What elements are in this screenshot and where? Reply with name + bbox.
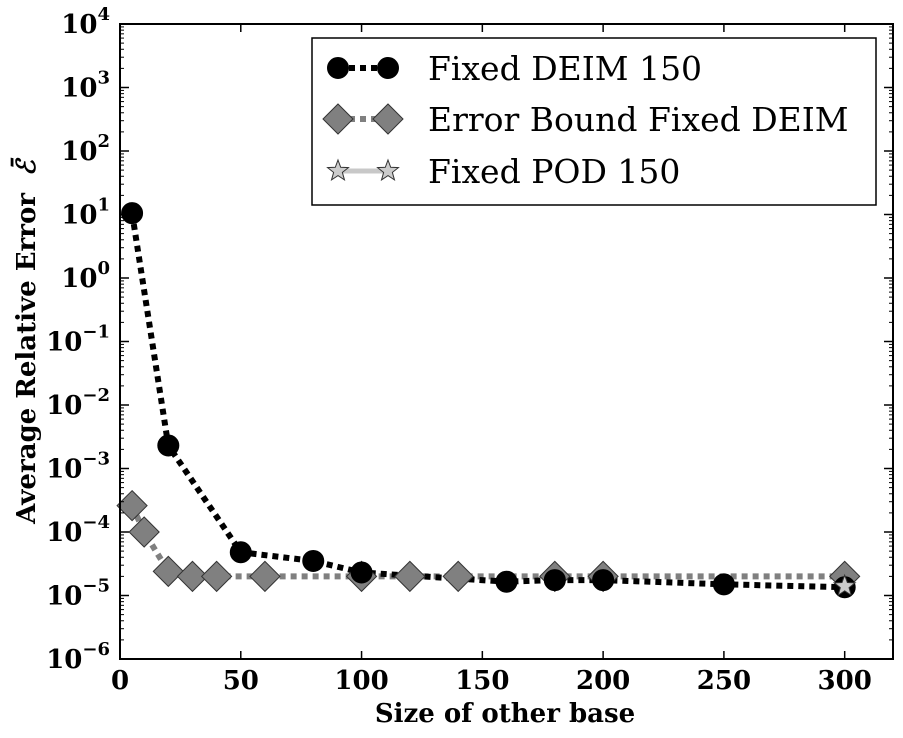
legend-label-error-bound: Error Bound Fixed DEIM (428, 100, 849, 139)
error-bound-point (176, 560, 209, 593)
x-tick-label: 250 (697, 666, 751, 696)
fixed-deim-point (350, 561, 373, 584)
y-tick-label-base: 10 (61, 10, 97, 40)
legend-marker-sample (327, 57, 349, 79)
y-tick-label-exponent: −1 (82, 322, 110, 343)
y-tick-label-exponent: 3 (97, 68, 110, 89)
error-bound-point (116, 489, 148, 522)
fixed-deim-point (302, 549, 325, 572)
legend-marker-sample (322, 103, 354, 135)
y-tick-label-base: 10 (46, 391, 82, 421)
fixed-deim-point (157, 434, 180, 457)
y-tick-label: 104 (61, 4, 110, 40)
fixed-deim-point (229, 541, 252, 564)
error-bound-point (152, 555, 185, 588)
fixed-deim-point (712, 573, 735, 596)
x-tick-label: 50 (223, 666, 259, 696)
error-bound-point (442, 560, 474, 593)
y-axis-title: Average Relative Error ℰ̄ (10, 157, 42, 525)
y-tick-label-exponent: 1 (97, 195, 110, 216)
y-tick-label: 10−3 (46, 449, 110, 485)
y-tick-label-exponent: −6 (82, 639, 110, 660)
y-tick-label: 102 (61, 131, 110, 167)
legend-label-fixed-pod: Fixed POD 150 (428, 152, 680, 191)
y-tick-label-base: 10 (61, 137, 97, 167)
x-tick-label: 200 (576, 666, 630, 696)
y-tick-label-exponent: 0 (97, 258, 110, 279)
fixed-deim-line (129, 212, 845, 591)
error-bound-point (394, 560, 426, 593)
error-bound-point (200, 560, 233, 593)
x-tick-label: 100 (334, 666, 388, 696)
y-tick-label-base: 10 (46, 645, 82, 675)
error-bound-point (128, 516, 160, 548)
fixed-deim-point (121, 202, 144, 225)
fixed-deim-point (592, 569, 615, 592)
legend-marker-sample (376, 158, 400, 182)
x-tick-label: 300 (818, 666, 872, 696)
y-tick-label-base: 10 (46, 518, 82, 548)
y-tick-label-exponent: −5 (82, 576, 110, 597)
y-tick-label-exponent: 2 (97, 131, 110, 152)
y-tick-label-exponent: −4 (82, 512, 110, 533)
legend-marker-sample (372, 103, 404, 135)
y-tick-label-base: 10 (46, 455, 82, 485)
legend: Fixed DEIM 150 Error Bound Fixed DEIM Fi… (311, 37, 877, 206)
y-axis-title-symbol: ℰ̄ (10, 157, 42, 176)
y-tick-label: 100 (61, 258, 110, 294)
y-tick-label: 10−4 (46, 512, 110, 548)
y-tick-label-exponent: −2 (82, 385, 110, 406)
x-tick-label: 150 (455, 666, 509, 696)
legend-frame (311, 37, 877, 206)
y-tick-label: 10−1 (46, 322, 110, 358)
ticks-layer: 0 50 100 150 200 250 30010−610−510−410−310−210… (46, 4, 893, 696)
y-tick-label-base: 10 (61, 74, 97, 104)
legend-label-fixed-deim: Fixed DEIM 150 (428, 49, 702, 88)
y-tick-label-exponent: −3 (82, 449, 110, 470)
error-bound-point (249, 560, 281, 593)
y-tick-label: 10−6 (46, 639, 110, 675)
series-layer (116, 202, 861, 599)
legend-marker-sample (326, 158, 350, 182)
y-tick-label: 103 (61, 68, 110, 104)
y-tick-label-base: 10 (61, 201, 97, 231)
y-tick-label: 10−5 (46, 576, 110, 612)
y-tick-label: 101 (61, 195, 110, 231)
fixed-pod-point (832, 573, 857, 597)
legend-samples (322, 57, 404, 182)
fixed-deim-point (543, 569, 566, 592)
legend-marker-sample (377, 57, 399, 79)
y-tick-label-base: 10 (46, 582, 82, 612)
y-tick-label: 10−2 (46, 385, 110, 421)
y-tick-label-exponent: 4 (97, 4, 110, 25)
y-tick-label-base: 10 (46, 328, 82, 358)
x-axis-title: Size of other base (375, 699, 635, 729)
fixed-deim-point (495, 570, 518, 593)
y-tick-label-base: 10 (61, 264, 97, 294)
y-axis-title-text: Average Relative Error (12, 193, 42, 525)
x-tick-label: 0 (111, 666, 129, 696)
